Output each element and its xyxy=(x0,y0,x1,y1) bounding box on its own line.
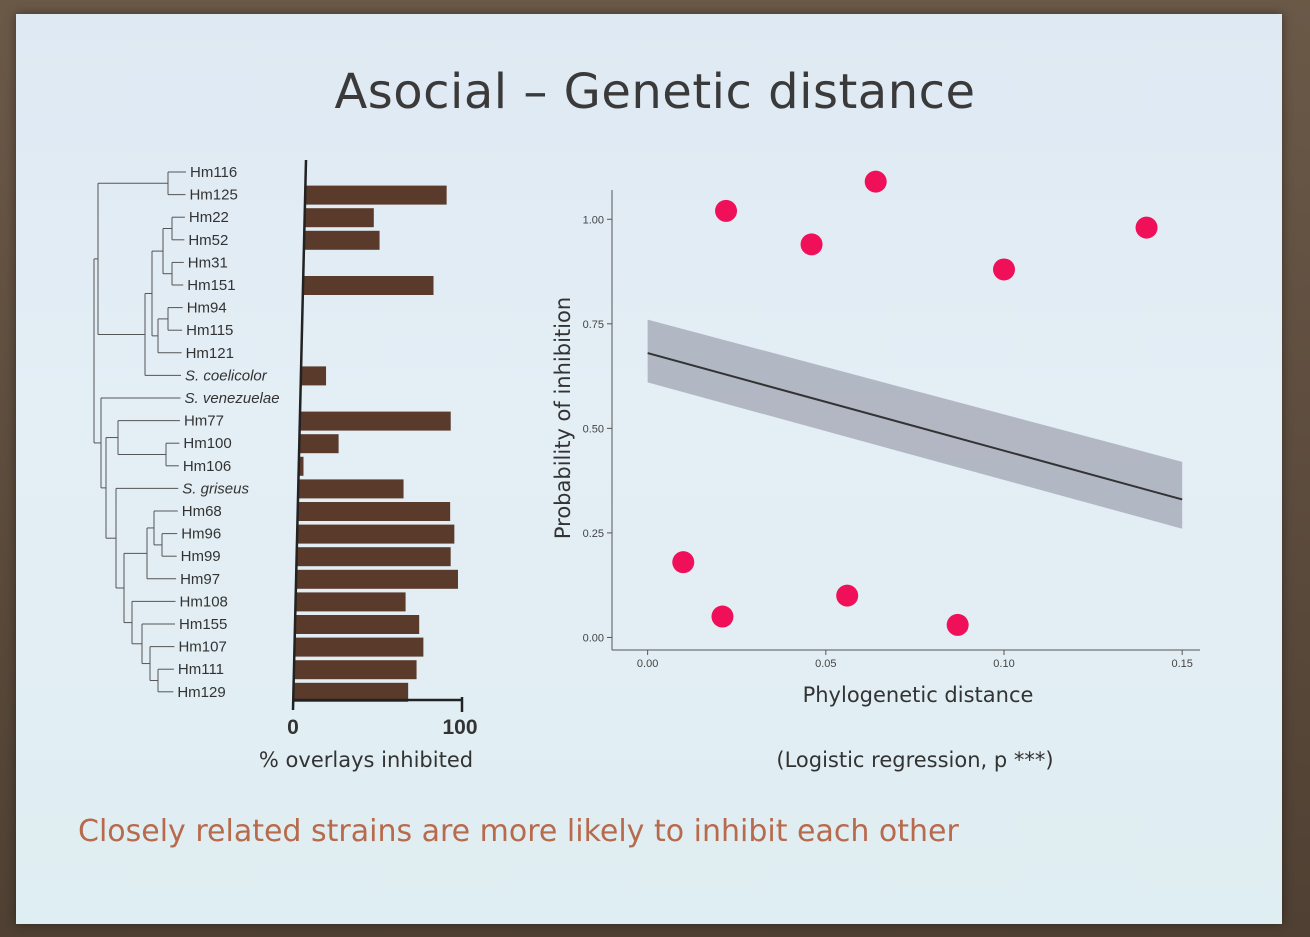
strain-label: Hm108 xyxy=(180,593,228,610)
marker-dot xyxy=(993,258,1015,281)
inhibition-bars xyxy=(293,185,458,702)
bar-hm106 xyxy=(298,456,304,476)
bar-hm151 xyxy=(303,276,434,295)
y-tick-label: 0.25 xyxy=(583,528,604,540)
regression-line xyxy=(647,352,1183,501)
bar-hm107 xyxy=(294,637,424,657)
strain-label: Hm68 xyxy=(182,503,222,520)
plot-y-ticks: 0.00 0.25 0.50 0.75 1.00 xyxy=(583,214,612,644)
plot-y-axis-label: Probability of inhibition xyxy=(551,297,575,539)
strain-label: Hm125 xyxy=(189,187,237,204)
strain-label: S. coelicolor xyxy=(185,367,268,384)
bar-hm52 xyxy=(304,230,380,250)
bar-hm77 xyxy=(299,411,451,431)
strain-label: Hm22 xyxy=(189,209,229,226)
regression-plot: 0.00 0.25 0.50 0.75 1.00 0.00 0.05 0.10 0.15 Pr… xyxy=(551,170,1200,772)
bar-hm99 xyxy=(296,547,451,567)
x-tick-label: 0.10 xyxy=(993,658,1014,670)
bar-y-axis xyxy=(291,159,308,711)
marker-dot xyxy=(1135,216,1158,239)
marker-dot xyxy=(864,170,887,193)
bar-x-tick-100: 100 xyxy=(442,716,477,739)
marker-dot xyxy=(715,199,738,222)
plot-x-ticks: 0.00 0.05 0.10 0.15 xyxy=(637,650,1193,670)
strain-label: Hm107 xyxy=(178,639,226,656)
bar-hm129 xyxy=(293,682,409,702)
strain-label: Hm52 xyxy=(188,232,228,249)
bar-s-griseus xyxy=(298,479,404,499)
bar-hm96 xyxy=(297,524,455,544)
marker-dot xyxy=(672,551,695,574)
marker-dot xyxy=(946,613,969,636)
strain-label: Hm121 xyxy=(186,345,234,362)
x-tick-label: 0.00 xyxy=(637,658,658,670)
bar-hm100 xyxy=(299,434,339,454)
strain-label: S. griseus xyxy=(182,480,249,497)
annotation-markers xyxy=(672,170,1158,636)
bar-hm68 xyxy=(297,502,451,521)
strain-label: Hm155 xyxy=(179,616,227,633)
bar-hm97 xyxy=(296,569,458,589)
slide-caption: Closely related strains are more likely … xyxy=(78,814,959,849)
strain-label: Hm31 xyxy=(188,254,228,271)
strain-label: Hm151 xyxy=(187,277,235,294)
dendrogram xyxy=(93,171,186,693)
bar-hm22 xyxy=(304,208,374,228)
confidence-band-area xyxy=(647,319,1183,529)
plot-x-axis-label: Phylogenetic distance xyxy=(803,683,1034,707)
strain-label: Hm111 xyxy=(178,661,224,678)
bar-s-coelicolor xyxy=(300,366,327,386)
strain-labels: Hm116 Hm125 Hm22 Hm52 Hm31 Hm151 Hm94 Hm115 Hm12… xyxy=(177,164,279,701)
marker-dot xyxy=(711,605,734,628)
y-tick-label: 1.00 xyxy=(583,214,604,226)
strain-label: Hm115 xyxy=(186,322,233,339)
marker-dot xyxy=(836,584,859,607)
bar-hm108 xyxy=(295,592,406,612)
slide-title: Asocial – Genetic distance xyxy=(334,64,976,120)
bar-hm111 xyxy=(293,660,417,680)
strain-label: Hm100 xyxy=(183,435,231,452)
fitted-line xyxy=(647,352,1183,501)
strain-label: Hm97 xyxy=(180,571,220,588)
bar-x-axis-label: % overlays inhibited xyxy=(259,748,473,772)
confidence-band xyxy=(647,319,1183,529)
regression-note: (Logistic regression, p ***) xyxy=(776,748,1053,772)
strain-label: Hm106 xyxy=(183,458,231,475)
strain-label: Hm77 xyxy=(184,413,224,430)
strain-label: Hm96 xyxy=(181,526,221,543)
strain-label: Hm94 xyxy=(187,300,227,317)
x-tick-label: 0.15 xyxy=(1171,658,1192,670)
marker-dot xyxy=(800,233,823,256)
y-tick-label: 0.00 xyxy=(583,632,604,644)
y-tick-label: 0.75 xyxy=(583,319,604,331)
x-tick-label: 0.05 xyxy=(815,658,836,670)
strain-label: Hm116 xyxy=(190,164,237,181)
bar-hm125 xyxy=(305,185,447,205)
y-tick-label: 0.50 xyxy=(583,423,604,435)
bar-x-tick-0: 0 xyxy=(287,716,299,739)
bar-hm155 xyxy=(295,615,420,634)
strain-label: S. venezuelae xyxy=(185,390,280,407)
strain-label: Hm129 xyxy=(177,684,225,701)
strain-label: Hm99 xyxy=(181,548,221,565)
